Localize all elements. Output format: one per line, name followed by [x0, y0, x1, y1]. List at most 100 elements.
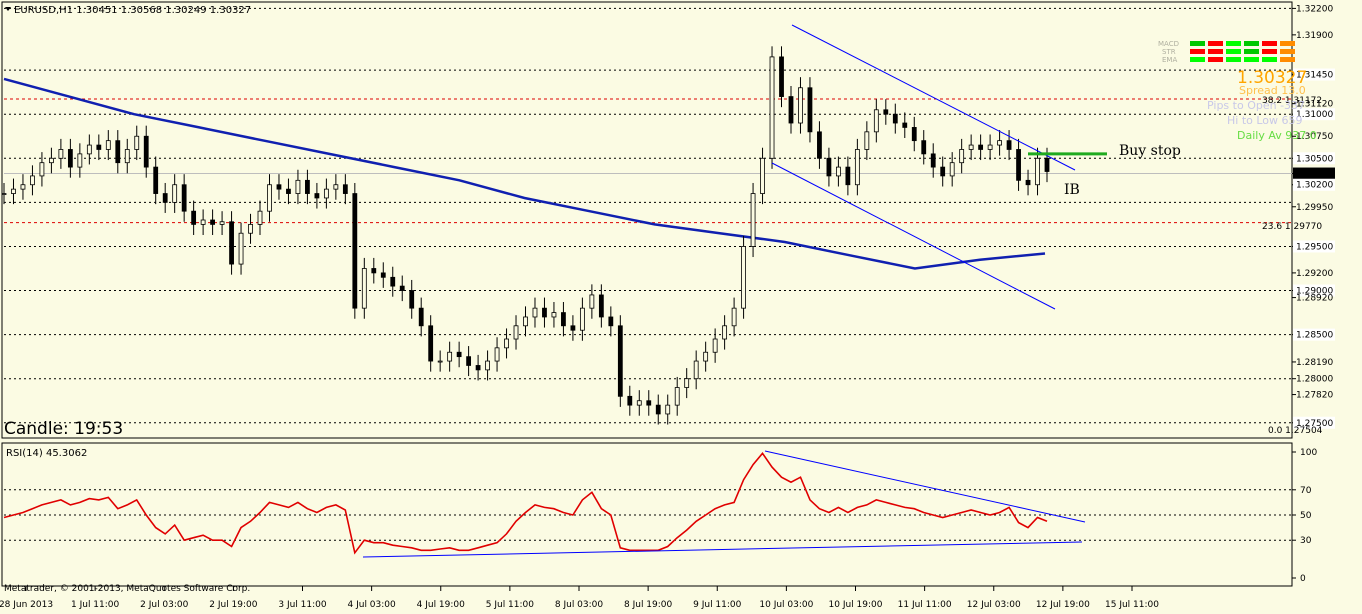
candle-body [229, 221, 234, 265]
rsi-line [3, 451, 1048, 555]
y-tick-label: 1.30500 [1296, 154, 1333, 164]
candle-body [153, 166, 159, 194]
candle-body [788, 96, 794, 124]
candle-body [873, 109, 879, 133]
candle-body [693, 360, 699, 380]
indicator-cell [1262, 41, 1277, 46]
candle-body [238, 232, 244, 265]
x-tick-label: 2 Jul 03:00 [140, 600, 189, 610]
symbol-line: EURUSD,H1 1.30451 1.30568 1.30249 1.3032… [14, 5, 251, 16]
x-tick-label: 11 Jul 11:00 [898, 600, 952, 610]
indicator-cell [1244, 49, 1259, 54]
price-tag-box [1293, 416, 1335, 429]
indicator-cell [1226, 57, 1241, 62]
candle-body [608, 316, 614, 327]
candle-body [1035, 157, 1040, 186]
candle-body [798, 87, 803, 124]
str-label: STR [1162, 48, 1176, 56]
candle-body [39, 162, 45, 177]
candle-body [655, 404, 661, 415]
candle-body [191, 210, 197, 225]
pips-to-open-readout: Pips to Open -337 [1207, 99, 1305, 112]
x-tick-label: 9 Jul 11:00 [693, 600, 742, 610]
x-tick-label: 1 Jul 11:00 [71, 600, 120, 610]
candle-body [722, 325, 728, 340]
indicator-cell [1190, 57, 1205, 62]
price-tag-box [1293, 284, 1335, 297]
candle-body [997, 140, 1002, 146]
candle-body [598, 294, 604, 318]
candle-body [399, 285, 405, 291]
candle-body [703, 351, 709, 362]
x-tick-label: 8 Jul 19:00 [624, 600, 673, 610]
candle-body [456, 351, 462, 358]
candle-body [11, 188, 16, 194]
candle-body [968, 144, 974, 150]
candle-body [902, 122, 908, 128]
candle-body [96, 144, 102, 150]
y-tick-label: 1.30327 [1296, 170, 1333, 180]
candle-body [134, 135, 140, 150]
candle-body [921, 140, 927, 155]
spread-readout: Spread 13.0 [1239, 84, 1306, 97]
candle-body [864, 131, 870, 150]
price-tag-box [1293, 152, 1335, 165]
candle-body [892, 113, 898, 124]
candle-body [854, 149, 860, 186]
fib-0-label: 0.0 1.27504 [1268, 426, 1323, 436]
buy-stop-label: Buy stop [1119, 143, 1181, 159]
candle-body [371, 268, 377, 274]
copyright-text: Metatrader, © 2001-2013, MetaQuotes Soft… [4, 584, 250, 594]
rsi-lower-trendline [362, 541, 1083, 558]
candle-body [949, 162, 955, 177]
candle-body [162, 193, 168, 203]
indicator-cell [1208, 57, 1223, 62]
candle-body [200, 219, 206, 225]
candle-body [826, 157, 832, 177]
fib-236-label: 23.6 1.29770 [1262, 222, 1322, 232]
main-pane[interactable] [1, 1, 1293, 439]
rsi-pane[interactable] [1, 442, 1293, 587]
rsi-tick-label: 30 [1300, 536, 1312, 546]
indicator-cell [1208, 49, 1223, 54]
candle-body [494, 347, 500, 362]
candle-body [769, 56, 775, 159]
candle-body [845, 166, 851, 186]
dropdown-triangle-icon[interactable] [5, 7, 11, 11]
candle-body [305, 179, 310, 194]
candle-body [342, 184, 348, 194]
candle-body [286, 188, 291, 194]
candle-timer: Candle: 19:53 [4, 419, 123, 439]
candle-body [1044, 157, 1050, 172]
candle-body [750, 193, 756, 247]
candle-body [504, 338, 509, 349]
candle-body [361, 268, 367, 309]
price-tag-box [1293, 178, 1335, 191]
candle-body [883, 109, 889, 115]
indicator-panel: MACD STR EMA 1.30327 Spread 13.0 Pips to… [1158, 40, 1317, 142]
indicator-cell [1208, 41, 1223, 46]
x-tick-label: 28 Jun 2013 [0, 600, 53, 610]
indicator-cell [1226, 41, 1241, 46]
candle-body [817, 131, 822, 159]
candle-body [930, 153, 936, 168]
y-tick-label: 1.29500 [1296, 242, 1333, 252]
indicator-cell [1226, 49, 1241, 54]
y-tick-label: 1.32200 [1296, 4, 1333, 14]
candle-body [248, 224, 253, 234]
candle-body [807, 87, 813, 133]
ema-label: EMA [1162, 56, 1177, 64]
x-tick-label: 2 Jul 19:00 [209, 600, 258, 610]
moving-average-line [3, 77, 1046, 270]
y-tick-label: 1.28500 [1296, 331, 1333, 341]
price-tag-box [1293, 328, 1335, 341]
candle-body [314, 193, 320, 199]
y-tick-label: 1.27500 [1296, 419, 1333, 429]
price-tag-box [1293, 108, 1335, 121]
candle-body [210, 219, 216, 225]
x-tick-label: 8 Jul 03:00 [555, 600, 604, 610]
daily-av-readout: Daily Av 937.0 [1237, 129, 1317, 142]
x-tick-label: 4 Jul 19:00 [417, 600, 466, 610]
candle-body [58, 149, 64, 159]
